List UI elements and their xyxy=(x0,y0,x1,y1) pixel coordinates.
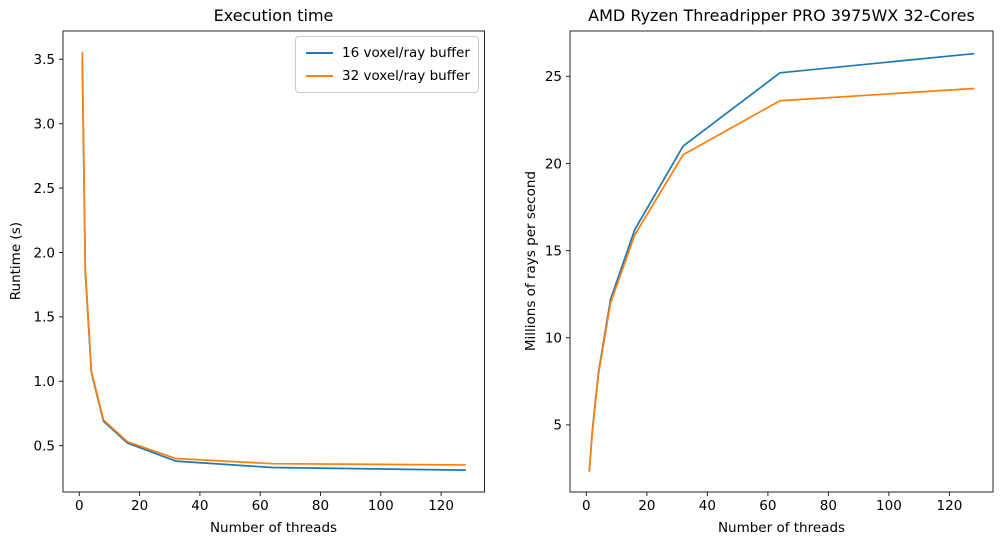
x-tick-label: 80 xyxy=(312,498,329,514)
right-plot-title: AMD Ryzen Threadripper PRO 3975WX 32-Cor… xyxy=(588,6,975,25)
y-tick-label: 10 xyxy=(545,331,562,347)
left-x-axis-label: Number of threads xyxy=(209,520,338,536)
left-y-axis-label-wrap: Runtime (s) xyxy=(6,31,26,492)
series-line-16-voxel xyxy=(588,52,975,472)
x-tick-label: 40 xyxy=(699,498,716,514)
x-tick-label: 0 xyxy=(582,498,591,514)
x-tick-label: 20 xyxy=(638,498,655,514)
right-x-axis-label: Number of threads xyxy=(717,520,846,536)
legend-line-swatch-orange xyxy=(306,75,333,77)
y-tick-label: 5 xyxy=(553,418,562,434)
axes-spines xyxy=(569,30,994,493)
x-tick-label: 120 xyxy=(937,498,963,514)
x-tick-label: 100 xyxy=(368,498,394,514)
x-tick-label: 120 xyxy=(428,498,454,514)
y-tick-label: 2.0 xyxy=(34,245,55,261)
axes-spines xyxy=(62,30,485,493)
y-tick-label: 0.5 xyxy=(34,438,55,454)
y-tick-label: 20 xyxy=(545,156,562,172)
x-tick-label: 60 xyxy=(252,498,269,514)
left-plot-title: Execution time xyxy=(213,6,334,25)
y-tick-label: 2.5 xyxy=(34,181,55,197)
x-tick-label: 40 xyxy=(191,498,208,514)
legend-box: 16 voxel/ray buffer 32 voxel/ray buffer xyxy=(295,36,479,93)
y-tick-label: 25 xyxy=(545,69,562,85)
y-tick-label: 3.0 xyxy=(34,117,55,133)
y-tick-label: 1.0 xyxy=(34,374,55,390)
x-tick-label: 20 xyxy=(131,498,148,514)
y-tick-label: 1.5 xyxy=(34,310,55,326)
y-tick-label: 15 xyxy=(545,243,562,259)
legend-line-swatch-blue xyxy=(306,52,333,54)
x-tick-label: 0 xyxy=(75,498,84,514)
right-y-axis-label-wrap: Millions of rays per second xyxy=(521,31,541,492)
left-y-axis-label: Runtime (s) xyxy=(8,222,24,301)
x-tick-label: 100 xyxy=(876,498,902,514)
series-line-16-voxel xyxy=(81,61,467,471)
series-line-32-voxel xyxy=(588,87,975,472)
right-y-axis-label: Millions of rays per second xyxy=(523,171,539,352)
legend-entry: 16 voxel/ray buffer xyxy=(306,45,470,61)
x-tick-label: 60 xyxy=(759,498,776,514)
legend-entry: 32 voxel/ray buffer xyxy=(306,68,470,84)
legend-label: 16 voxel/ray buffer xyxy=(342,45,470,61)
x-tick-label: 80 xyxy=(820,498,837,514)
series-line-32-voxel xyxy=(81,52,467,466)
legend-label: 32 voxel/ray buffer xyxy=(342,68,470,84)
y-tick-label: 3.5 xyxy=(34,52,55,68)
